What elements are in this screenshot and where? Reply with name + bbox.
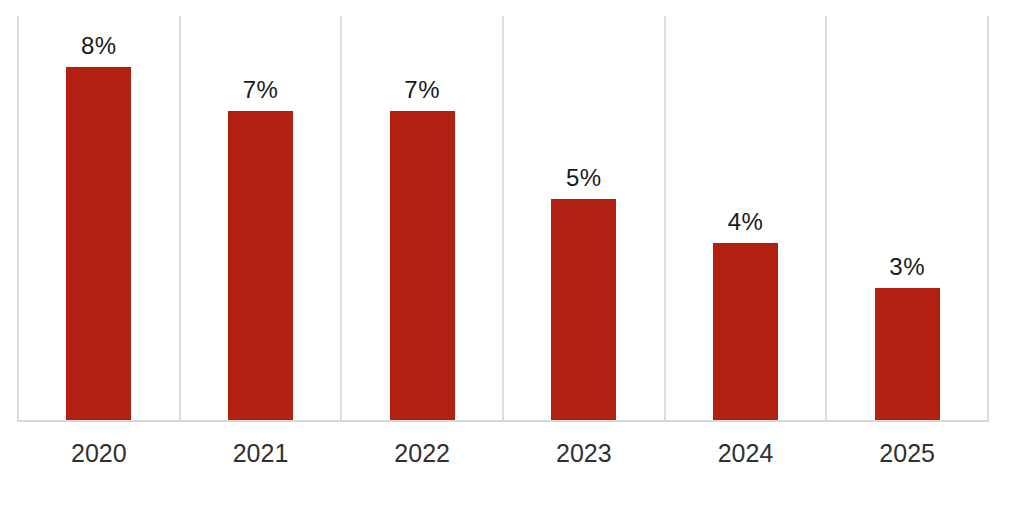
bar-value-label-2024: 4% <box>665 209 827 235</box>
bar-2020 <box>66 67 131 420</box>
bar-value-label-2025: 3% <box>826 254 988 280</box>
x-axis-label-2020: 2020 <box>18 439 180 467</box>
x-axis: 202020212022202320242025 <box>18 439 988 471</box>
category-gridline <box>17 16 19 422</box>
bar-2023 <box>551 199 616 420</box>
x-axis-label-2023: 2023 <box>503 439 665 467</box>
plot-area: 8%7%7%5%4%3% <box>18 16 988 422</box>
bar-value-label-2021: 7% <box>180 77 342 103</box>
bar-chart: 8%7%7%5%4%3% 202020212022202320242025 <box>18 16 988 471</box>
x-axis-label-2021: 2021 <box>180 439 342 467</box>
bar-2022 <box>390 111 455 420</box>
bar-value-label-2023: 5% <box>503 165 665 191</box>
x-axis-label-2024: 2024 <box>665 439 827 467</box>
bar-2024 <box>713 243 778 420</box>
x-axis-label-2022: 2022 <box>341 439 503 467</box>
x-axis-label-2025: 2025 <box>826 439 988 467</box>
category-gridline <box>987 16 989 422</box>
bar-2025 <box>875 288 940 420</box>
bar-value-label-2022: 7% <box>341 77 503 103</box>
bar-2021 <box>228 111 293 420</box>
bar-value-label-2020: 8% <box>18 33 180 59</box>
